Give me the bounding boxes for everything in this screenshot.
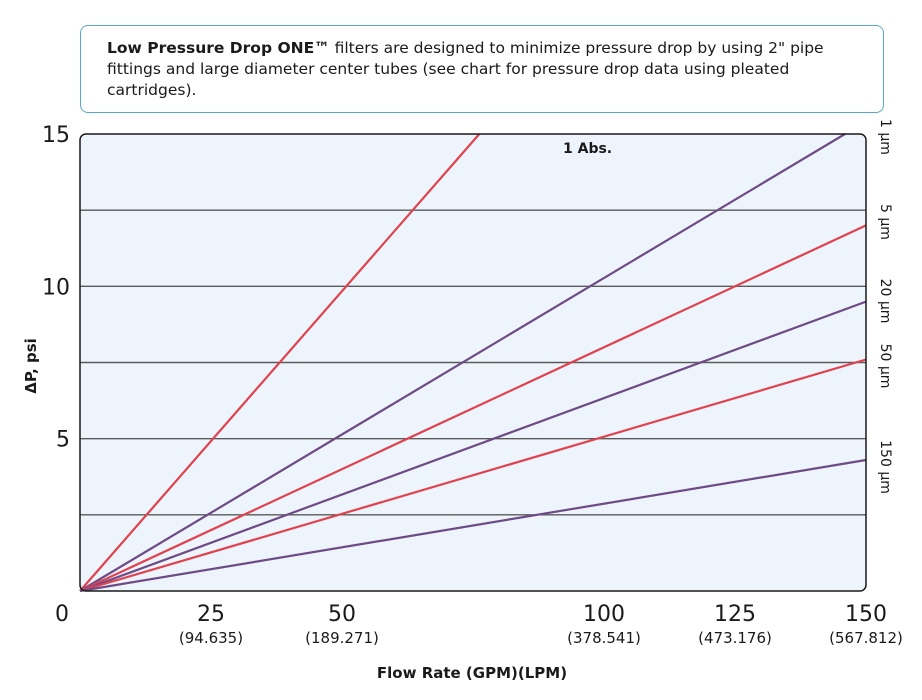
series-line-3 [79, 224, 867, 592]
series-line-4 [79, 300, 867, 593]
x-axis-label: Flow Rate (GPM)(LPM) [377, 664, 567, 682]
y-tick-label-10: 10 [42, 275, 70, 300]
y-axis-label: ΔP, psi [22, 338, 40, 394]
x-tick-sublabel-125: (473.176) [698, 629, 772, 647]
x-tick-label-150: 150 [845, 602, 887, 627]
x-tick-sublabel-50: (189.271) [305, 629, 379, 647]
annotation-1-abs: 1 Abs. [563, 141, 612, 157]
x-tick-label-25: 25 [197, 602, 225, 627]
note-body-text: filters are designed to minimize pressur… [107, 39, 824, 99]
x-tick-label-100: 100 [583, 602, 625, 627]
x-tick-sublabel-100: (378.541) [567, 629, 641, 647]
description-note: Low Pressure Drop ONE™ filters are desig… [80, 25, 884, 113]
x-tick-sublabel-25: (94.635) [179, 629, 243, 647]
series-line-6 [79, 458, 867, 593]
series-line-1 [79, 133, 481, 592]
series-line-5 [79, 358, 867, 593]
x-tick-label-125: 125 [714, 602, 756, 627]
series-label-6: 150 µm [877, 440, 893, 494]
series-line-2 [79, 133, 846, 592]
series-label-3: 5 µm [877, 204, 893, 240]
x-tick-label-0: 0 [55, 602, 69, 627]
x-tick-label-50: 50 [328, 602, 356, 627]
x-tick-sublabel-150: (567.812) [829, 629, 903, 647]
y-tick-label-5: 5 [56, 428, 70, 453]
y-tick-label-15: 15 [42, 123, 70, 148]
note-bold-text: Low Pressure Drop ONE™ [107, 39, 330, 57]
series-label-4: 20 µm [877, 279, 893, 324]
series-label-2: 1 µm [877, 119, 893, 155]
series-label-5: 50 µm [877, 344, 893, 389]
plot-frame [79, 133, 867, 592]
